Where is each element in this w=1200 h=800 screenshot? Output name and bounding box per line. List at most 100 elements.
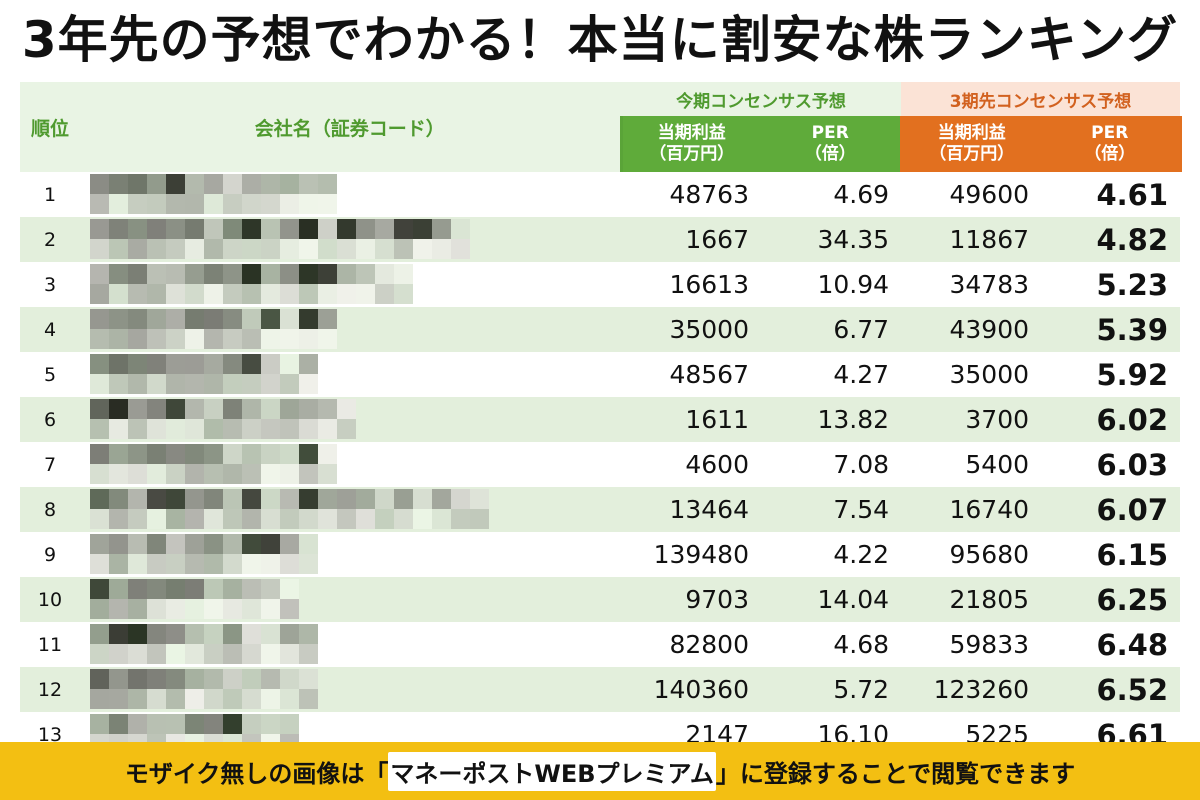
future-per-cell: 6.52 bbox=[1041, 667, 1181, 712]
future-per-cell: 5.23 bbox=[1096, 267, 1169, 302]
current-per-cell: 4.27 bbox=[833, 360, 890, 389]
mosaic-blur bbox=[90, 579, 299, 620]
mosaic-blur bbox=[90, 489, 489, 530]
company-name-mosaic bbox=[80, 352, 621, 397]
current-per-cell: 10.94 bbox=[817, 270, 890, 299]
table-row: 8 13464 7.54 16740 6.07 bbox=[20, 487, 1181, 532]
rank-header: 順位 bbox=[20, 82, 80, 172]
future-per-cell: 6.02 bbox=[1041, 397, 1181, 442]
rank-cell: 2 bbox=[20, 217, 80, 262]
future-profit-cell: 21805 bbox=[901, 577, 1042, 622]
current-profit-cell: 4600 bbox=[685, 450, 749, 479]
current-per-cell: 4.22 bbox=[833, 540, 890, 569]
banner-close-bracket: 」 bbox=[715, 759, 740, 788]
current-profit-cell: 1667 bbox=[621, 217, 761, 262]
table-row: 5 48567 4.27 35000 5.92 bbox=[20, 352, 1180, 397]
current-per-cell: 6.77 bbox=[761, 307, 902, 352]
current-per-cell: 7.08 bbox=[833, 450, 890, 479]
mosaic-blur bbox=[90, 624, 318, 665]
rank-cell: 9 bbox=[43, 543, 57, 566]
mosaic-blur bbox=[90, 309, 337, 350]
future-per-cell: 4.61 bbox=[1096, 177, 1169, 212]
table-row: 9 139480 4.22 95680 6.15 bbox=[20, 532, 1180, 577]
table-row: 7 4600 7.08 5400 6.03 bbox=[20, 442, 1180, 487]
table-row: 10 9703 14.04 21805 6.25 bbox=[20, 577, 1181, 622]
current-profit-cell: 9703 bbox=[621, 577, 761, 622]
page-title: 3年先の予想でわかる！本当に割安な株ランキング bbox=[21, 11, 1179, 69]
future-per-header: PER （倍） bbox=[1041, 116, 1182, 172]
current-per-cell: 7.54 bbox=[761, 487, 902, 532]
table-row: 11 82800 4.68 59833 6.48 bbox=[20, 622, 1180, 667]
mosaic-blur bbox=[90, 399, 356, 440]
current-per-cell: 4.68 bbox=[833, 630, 890, 659]
future-profit-cell: 16740 bbox=[901, 487, 1042, 532]
current-per-cell: 13.82 bbox=[761, 397, 902, 442]
company-name-mosaic bbox=[80, 667, 621, 712]
company-name-mosaic bbox=[80, 262, 621, 307]
mosaic-blur bbox=[90, 534, 318, 575]
rank-cell: 6 bbox=[20, 397, 80, 442]
ranking-table: 順位 会社名（証券コード） 今期コンセンサス予想 3期先コンセンサス予想 当期利… bbox=[20, 82, 1182, 757]
table-row: 2 1667 34.35 11867 4.82 bbox=[20, 217, 1181, 262]
future-per-cell: 6.48 bbox=[1096, 627, 1169, 662]
company-name-mosaic bbox=[80, 217, 621, 262]
rank-cell: 4 bbox=[20, 307, 80, 352]
table-row: 12 140360 5.72 123260 6.52 bbox=[20, 667, 1181, 712]
future-per-cell: 4.82 bbox=[1041, 217, 1181, 262]
future-profit-cell: 49600 bbox=[949, 180, 1030, 209]
company-name-mosaic bbox=[80, 442, 621, 487]
current-profit-cell: 139480 bbox=[653, 540, 749, 569]
current-per-cell: 4.69 bbox=[833, 180, 890, 209]
future-per-cell: 6.25 bbox=[1041, 577, 1181, 622]
rank-cell: 7 bbox=[43, 453, 57, 476]
current-profit-cell: 1611 bbox=[621, 397, 761, 442]
mosaic-blur bbox=[90, 264, 413, 305]
future-per-cell: 5.39 bbox=[1041, 307, 1181, 352]
future-profit-header: 当期利益 （百万円） bbox=[899, 116, 1042, 172]
mosaic-blur bbox=[90, 354, 318, 395]
future-profit-cell: 59833 bbox=[949, 630, 1030, 659]
mosaic-blur bbox=[90, 174, 337, 215]
future-per-cell: 6.15 bbox=[1096, 537, 1169, 572]
current-profit-cell: 13464 bbox=[621, 487, 761, 532]
rank-cell: 11 bbox=[37, 633, 63, 656]
future-profit-cell: 11867 bbox=[901, 217, 1042, 262]
company-name-mosaic bbox=[80, 622, 621, 667]
future-profit-cell: 3700 bbox=[901, 397, 1042, 442]
banner-premium-link[interactable]: マネーポストWEBプレミアム bbox=[388, 751, 716, 791]
future-consensus-header: 3期先コンセンサス予想 bbox=[901, 82, 1181, 116]
table-row: 1 48763 4.69 49600 4.61 bbox=[20, 172, 1180, 217]
future-per-cell: 5.92 bbox=[1096, 357, 1169, 392]
mosaic-blur bbox=[90, 219, 470, 260]
mosaic-blur bbox=[90, 669, 318, 710]
current-consensus-header: 今期コンセンサス予想 bbox=[621, 82, 902, 116]
future-per-cell: 6.03 bbox=[1096, 447, 1169, 482]
company-name-mosaic bbox=[80, 532, 621, 577]
current-profit-cell: 16613 bbox=[669, 270, 749, 299]
rank-cell: 3 bbox=[43, 273, 57, 296]
current-profit-cell: 48567 bbox=[669, 360, 749, 389]
current-profit-cell: 35000 bbox=[621, 307, 761, 352]
table-row: 3 16613 10.94 34783 5.23 bbox=[20, 262, 1180, 307]
current-profit-cell: 48763 bbox=[669, 180, 749, 209]
banner-text-before: モザイク無しの画像は bbox=[124, 759, 365, 788]
company-name-mosaic bbox=[80, 172, 621, 217]
rank-cell: 10 bbox=[20, 577, 80, 622]
mosaic-blur bbox=[90, 444, 337, 485]
company-name-mosaic bbox=[80, 577, 621, 622]
future-profit-cell: 43900 bbox=[901, 307, 1042, 352]
premium-banner[interactable]: モザイク無しの画像は「マネーポストWEBプレミアム」に登録することで閲覧できます bbox=[0, 742, 1200, 800]
banner-open-bracket: 「 bbox=[364, 759, 389, 788]
table-row: 4 35000 6.77 43900 5.39 bbox=[20, 307, 1181, 352]
current-per-cell: 14.04 bbox=[761, 577, 902, 622]
current-profit-cell: 140360 bbox=[621, 667, 761, 712]
future-profit-cell: 5400 bbox=[965, 450, 1030, 479]
future-per-cell: 6.07 bbox=[1041, 487, 1181, 532]
banner-text-after: に登録することで閲覧できます bbox=[739, 759, 1076, 788]
future-profit-cell: 34783 bbox=[949, 270, 1030, 299]
current-per-cell: 5.72 bbox=[761, 667, 902, 712]
company-name-mosaic bbox=[80, 487, 621, 532]
table-row: 6 1611 13.82 3700 6.02 bbox=[20, 397, 1181, 442]
company-name-mosaic bbox=[80, 307, 621, 352]
current-profit-header: 当期利益 （百万円） bbox=[619, 116, 761, 172]
